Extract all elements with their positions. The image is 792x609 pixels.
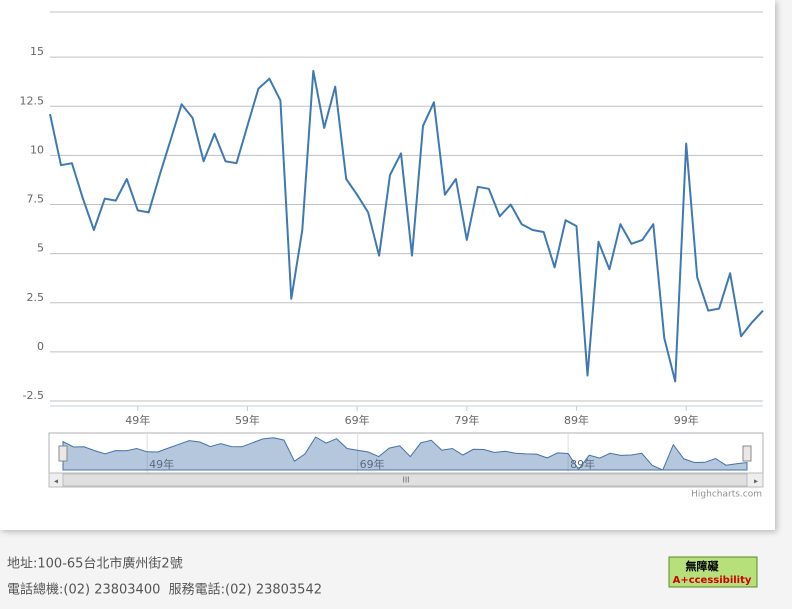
badge-title: 無障礙: [686, 559, 720, 573]
badge-text: A+ccessibility: [673, 575, 752, 586]
scrollbar-thumb[interactable]: [62, 473, 748, 487]
accessibility-badge[interactable]: 無障礙 A+ccessibility: [668, 556, 758, 588]
y-tick-label: 10: [30, 143, 44, 156]
series-line: [49, 69, 764, 383]
navigator-handle[interactable]: [742, 445, 752, 462]
navigator-area: [62, 436, 748, 471]
x-tick-label: 99年: [674, 413, 699, 427]
y-tick-label: 5: [37, 242, 44, 255]
x-tick-label: 69年: [345, 413, 370, 427]
y-tick-label: -2.5: [23, 389, 44, 402]
scroll-right[interactable]: ▸: [754, 477, 758, 486]
scroll-grip: III: [402, 476, 409, 485]
credits[interactable]: Highcharts.com: [691, 490, 762, 500]
x-tick-label: 49年: [125, 413, 150, 427]
x-tick-label: 79年: [454, 413, 479, 427]
navigator-label: 69年: [360, 457, 385, 471]
phones: 電話總機:(02) 23803400 服務電話:(02) 23803542: [7, 582, 322, 598]
scroll-left[interactable]: ◂: [54, 477, 58, 486]
x-tick-label: 59年: [235, 413, 260, 427]
x-tick-label: 89年: [564, 413, 589, 427]
navigator-handle[interactable]: [58, 445, 68, 462]
navigator-label: 49年: [149, 457, 174, 471]
chart: -2.5 0 2.5 5 7.5 10 12.5 15 49年 59年 69年 79年 89年 99年 49…: [20, 11, 764, 474]
y-tick-label: 15: [30, 45, 44, 58]
y-tick-label: 12.5: [20, 94, 45, 107]
y-tick-label: 0: [37, 340, 44, 353]
y-tick-label: 7.5: [27, 193, 45, 206]
y-tick-label: 2.5: [27, 291, 45, 304]
address: 地址:100-65台北市廣州街2號: [7, 556, 183, 572]
